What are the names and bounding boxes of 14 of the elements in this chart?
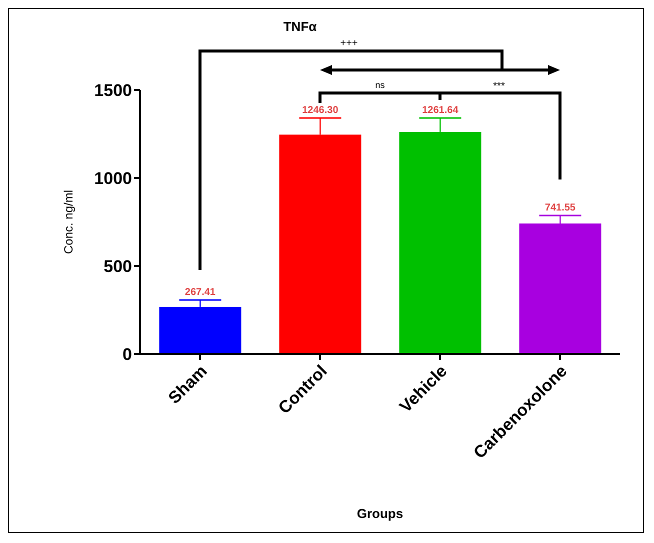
- data-label: 1246.30: [302, 104, 339, 116]
- data-label: 267.41: [184, 286, 216, 298]
- chart-title: TNFα: [283, 19, 317, 34]
- y-tick-label: 1000: [94, 169, 132, 188]
- data-label: 1261.64: [422, 104, 459, 116]
- y-tick-label: 0: [122, 345, 132, 364]
- y-tick-label: 1500: [94, 81, 132, 100]
- text: +++: [340, 38, 358, 49]
- y-tick-label: 500: [104, 257, 132, 276]
- x-axis-title: Groups: [356, 506, 404, 521]
- annotation: ns: [375, 80, 386, 90]
- annotation: ***: [493, 81, 505, 92]
- y-axis-title: Conc. ng/ml: [61, 190, 76, 254]
- data-label: 741.55: [544, 202, 576, 214]
